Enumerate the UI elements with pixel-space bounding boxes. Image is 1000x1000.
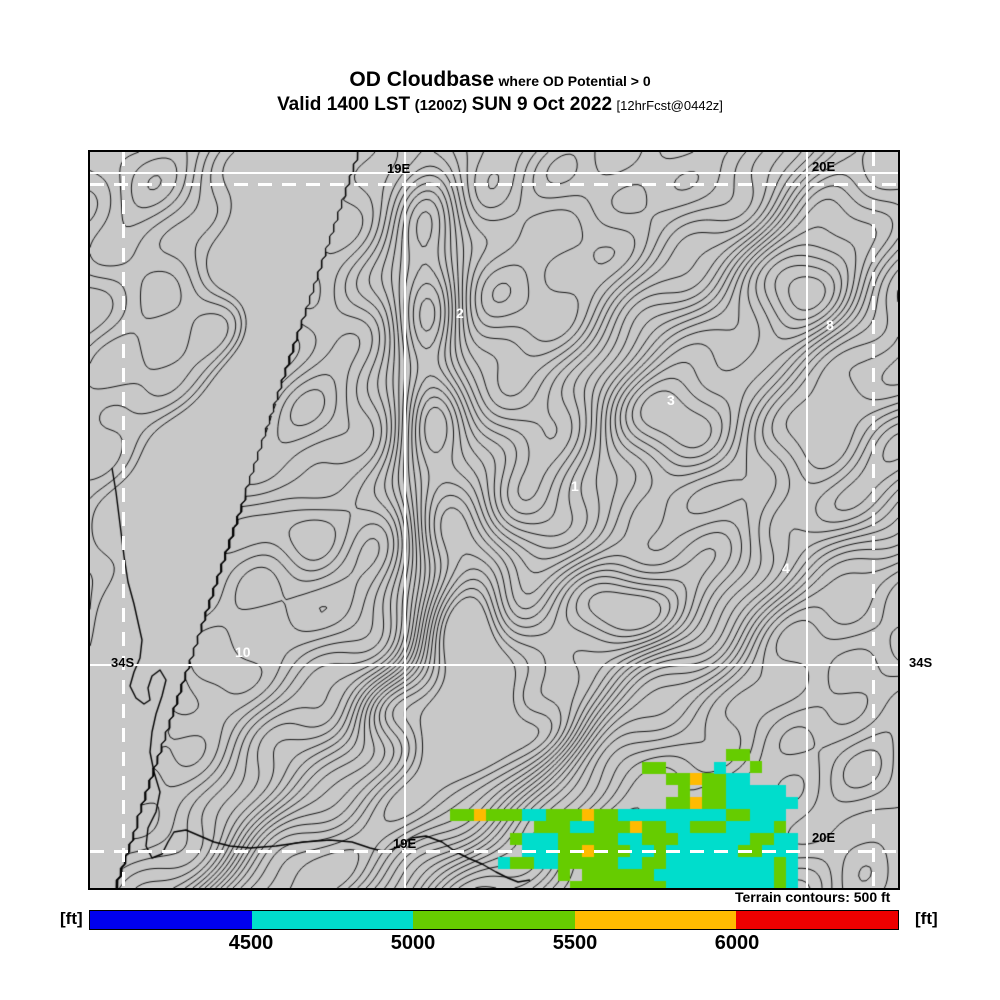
lon-label-20e-bottom: 20E xyxy=(812,830,836,845)
lon-label-20e-top: 20E xyxy=(812,159,836,174)
lat-label-34s-right: 34S xyxy=(909,655,933,670)
title-line-secondary: Valid 1400 LST (1200Z) SUN 9 Oct 2022 [1… xyxy=(0,94,1000,116)
colorbar-segment-0 xyxy=(90,911,252,929)
lon-label-19e-bottom: 19E xyxy=(393,836,417,851)
colorbar-segment-3 xyxy=(574,911,737,929)
map-plot-area[interactable]: 2 8 3 1 4 10 19E 20E 19E 20E xyxy=(88,150,900,890)
map-region-label-4: 4 xyxy=(782,560,790,576)
lat-label-34s-left: 34S xyxy=(111,655,135,670)
colorbar-segment-1 xyxy=(251,911,414,929)
domain-box-left-edge xyxy=(122,152,125,888)
title-qualifier: where OD Potential > 0 xyxy=(498,73,651,89)
title-valid-date: SUN 9 Oct 2022 xyxy=(471,94,613,115)
colorbar-unit-right: [ft] xyxy=(915,909,938,928)
terrain-contour-layer xyxy=(90,152,898,888)
domain-box-top-edge xyxy=(90,183,898,186)
map-region-label-1: 1 xyxy=(571,478,579,494)
graticule-line-lat-top xyxy=(90,172,898,174)
domain-box-bottom-edge xyxy=(90,850,898,853)
title-line-primary: OD Cloudbase where OD Potential > 0 xyxy=(0,68,1000,92)
graticule-line-lat-34s xyxy=(90,664,898,666)
colorbar-tick-5000: 5000 xyxy=(390,932,436,954)
graticule-line-lon-19e xyxy=(404,152,406,888)
colorbar-segment-4 xyxy=(736,911,898,929)
map-region-label-3: 3 xyxy=(667,392,675,408)
colorbar-gradient-strip[interactable] xyxy=(89,910,899,930)
map-region-label-2: 2 xyxy=(456,305,464,321)
graticule-line-lon-20e xyxy=(806,152,808,888)
title-valid-time: Valid 1400 LST xyxy=(277,94,411,115)
chart-title-block: OD Cloudbase where OD Potential > 0 Vali… xyxy=(0,68,1000,116)
map-region-label-8: 8 xyxy=(826,317,834,333)
colorbar-unit-left: [ft] xyxy=(60,909,83,928)
title-main: OD Cloudbase xyxy=(349,68,495,91)
colorbar-segment-2 xyxy=(413,911,575,929)
title-forecast-stamp: [12hrFcst@0442z] xyxy=(616,98,723,113)
map-region-label-10: 10 xyxy=(235,644,251,660)
lon-label-19e-top: 19E xyxy=(387,161,411,176)
domain-box-right-edge xyxy=(872,152,875,888)
colorbar-tick-5500: 5500 xyxy=(552,932,598,954)
colorbar-legend: [ft] [ft] 4500 5000 5500 6000 xyxy=(0,905,1000,965)
colorbar-tick-4500: 4500 xyxy=(228,932,274,954)
title-valid-utc: (1200Z) xyxy=(414,97,468,114)
terrain-contour-note: Terrain contours: 500 ft xyxy=(735,889,891,905)
colorbar-tick-6000: 6000 xyxy=(714,932,760,954)
